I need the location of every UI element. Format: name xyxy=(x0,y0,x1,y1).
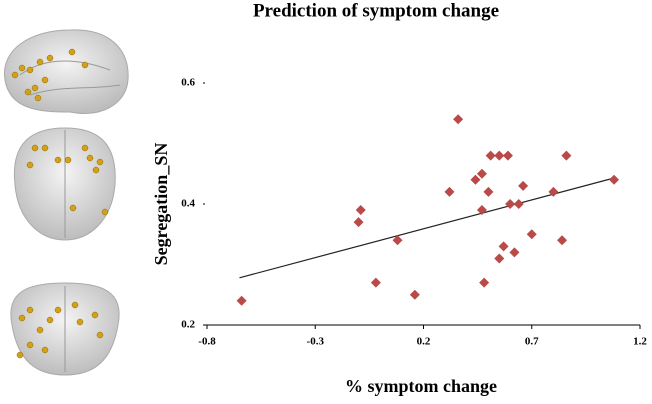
data-point xyxy=(355,205,366,216)
data-point xyxy=(557,235,568,246)
data-point xyxy=(609,174,620,185)
x-axis-label: % symptom change xyxy=(345,376,497,396)
x-tick-label: 0.7 xyxy=(525,336,539,348)
data-point xyxy=(509,247,520,258)
data-point xyxy=(483,186,494,197)
x-tick-label: -0.3 xyxy=(307,336,325,348)
data-point xyxy=(513,199,524,209)
chart-title: Prediction of symptom change xyxy=(253,0,499,21)
data-point xyxy=(236,295,247,306)
data-point xyxy=(409,289,420,300)
fit-line xyxy=(239,177,615,279)
data-point xyxy=(392,235,403,246)
y-tick-label: 0.4 xyxy=(181,198,195,210)
data-point xyxy=(505,199,516,209)
data-point xyxy=(494,253,505,264)
x-tick-label: 1.2 xyxy=(633,336,647,348)
data-point xyxy=(476,168,487,179)
y-tick-label: 0.6 xyxy=(181,77,195,89)
data-point xyxy=(494,150,505,161)
data-point xyxy=(444,186,455,197)
data-point xyxy=(502,150,513,161)
data-point xyxy=(561,150,572,161)
data-point xyxy=(479,277,490,288)
data-point xyxy=(548,186,559,197)
data-point xyxy=(476,205,487,216)
y-tick-label: 0.2 xyxy=(181,319,195,331)
x-tick-label: 0.2 xyxy=(417,336,431,348)
data-point xyxy=(353,217,364,228)
data-point xyxy=(518,180,529,191)
brain-illustrations xyxy=(3,29,129,376)
data-point xyxy=(453,114,464,125)
y-axis-label: Segregation_SN xyxy=(151,143,171,266)
data-point xyxy=(498,241,509,252)
data-point xyxy=(485,150,496,161)
data-point xyxy=(526,229,537,240)
x-tick-label: -0.8 xyxy=(198,336,216,348)
data-point xyxy=(370,277,381,288)
data-point xyxy=(470,174,481,185)
